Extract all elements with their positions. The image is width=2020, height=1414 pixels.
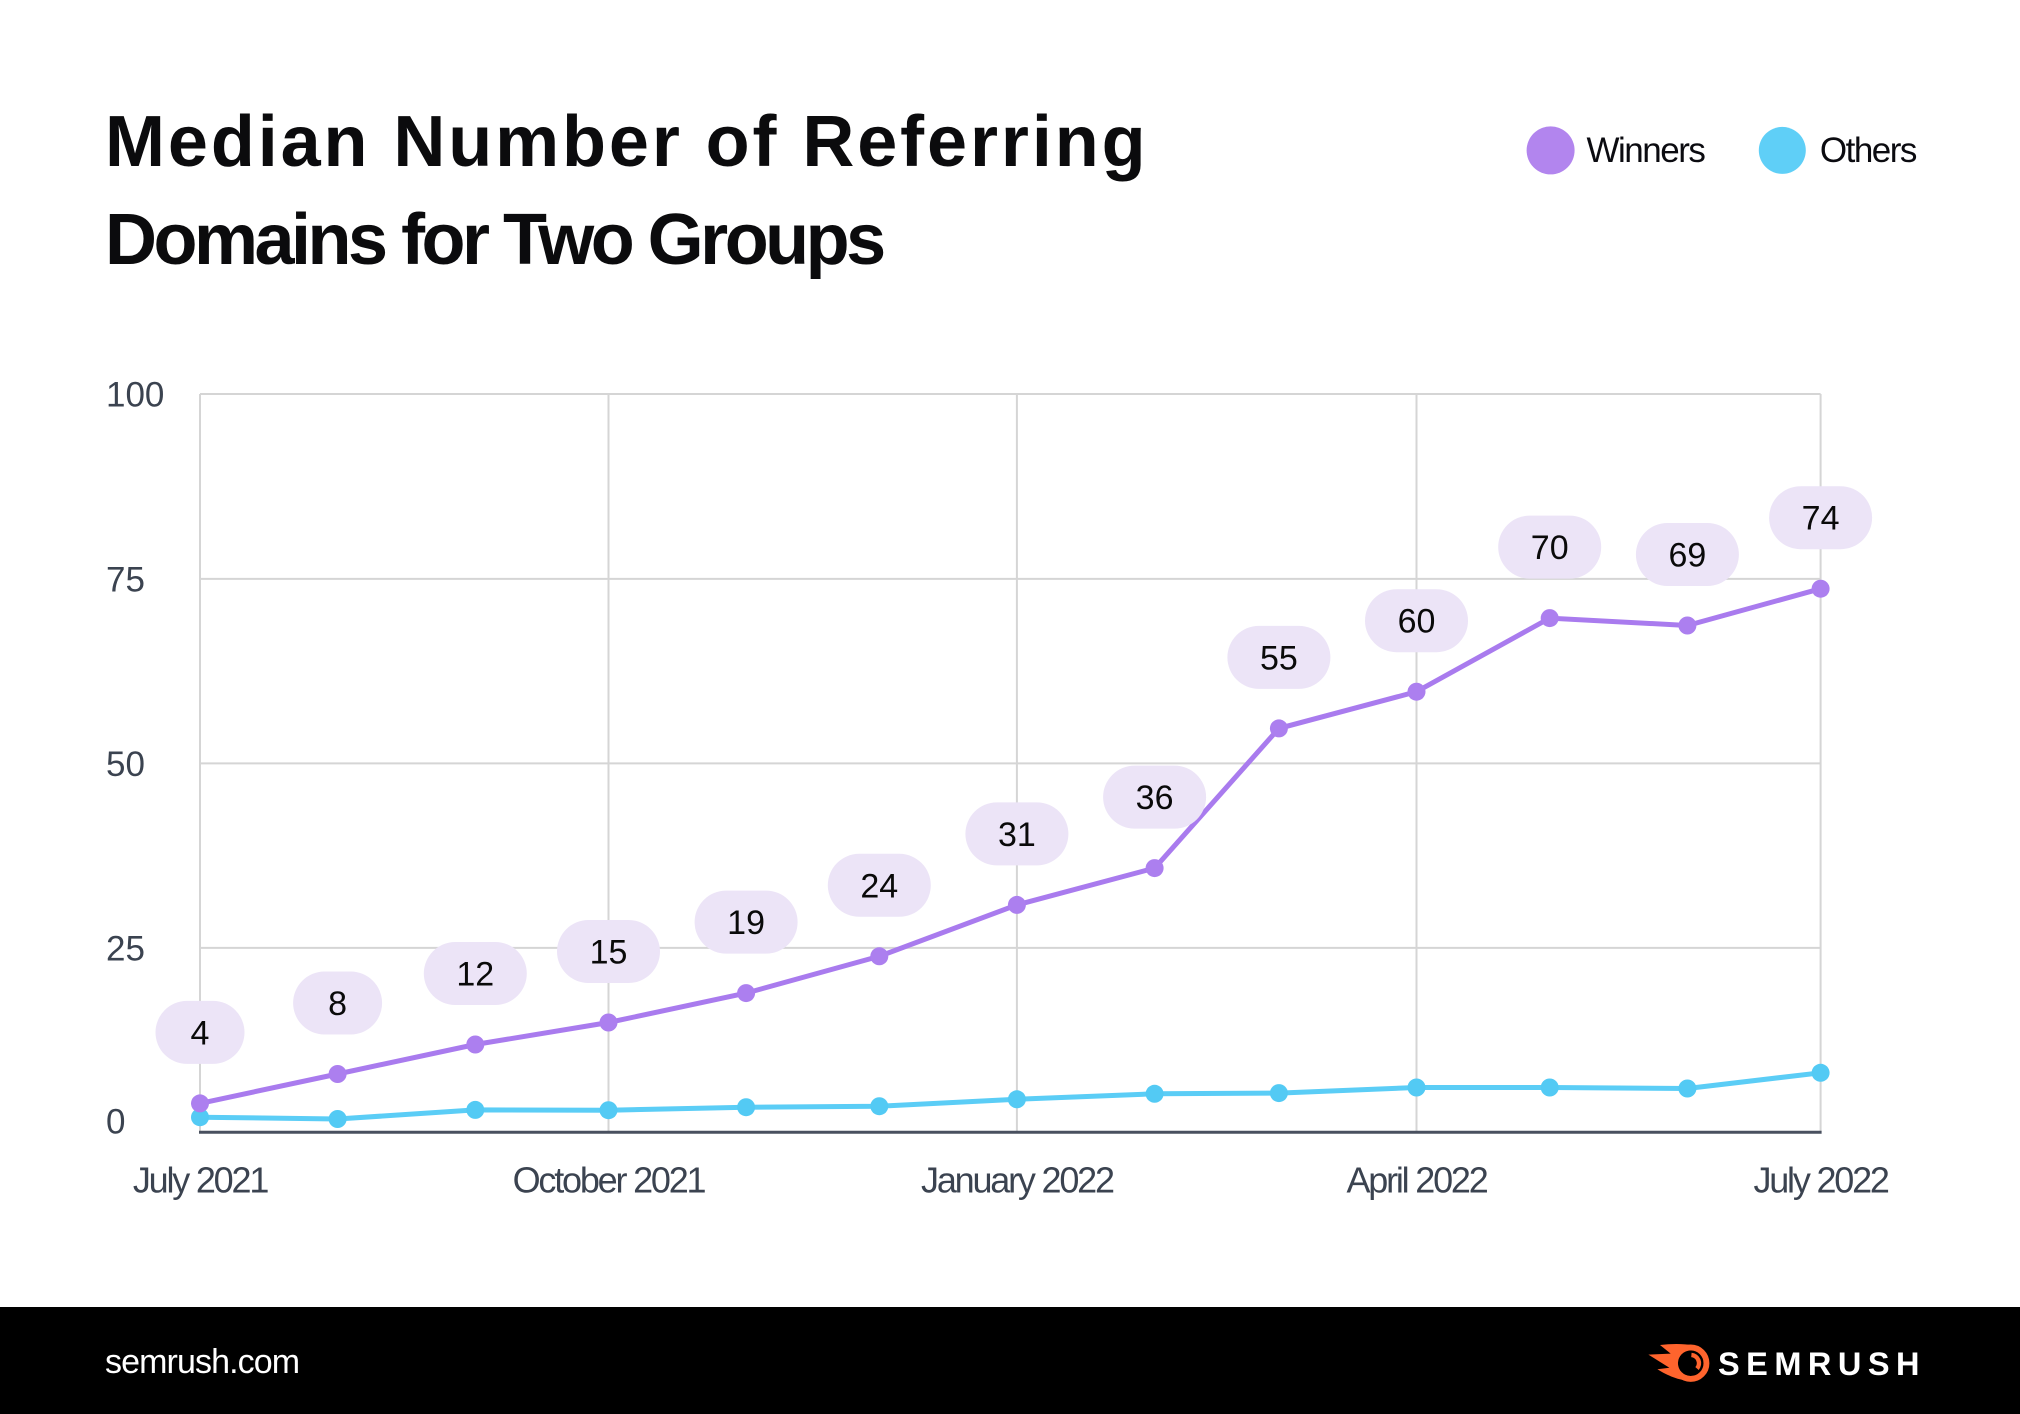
svg-text:19: 19 [727, 904, 765, 942]
svg-text:31: 31 [998, 816, 1036, 854]
svg-text:4: 4 [191, 1014, 210, 1052]
svg-text:0: 0 [106, 1103, 125, 1142]
svg-text:50: 50 [106, 745, 145, 784]
svg-text:75: 75 [106, 560, 145, 599]
svg-text:July 2022: July 2022 [1753, 1160, 1888, 1201]
svg-text:April 2022: April 2022 [1346, 1160, 1487, 1201]
svg-text:October 2021: October 2021 [513, 1160, 706, 1201]
svg-text:24: 24 [860, 867, 898, 905]
svg-text:69: 69 [1668, 537, 1706, 575]
svg-text:January 2022: January 2022 [921, 1160, 1114, 1201]
svg-text:55: 55 [1260, 639, 1298, 677]
svg-text:70: 70 [1531, 529, 1569, 567]
svg-text:15: 15 [590, 934, 628, 972]
svg-text:12: 12 [456, 956, 494, 994]
svg-text:74: 74 [1802, 500, 1840, 538]
svg-text:Others: Others [1820, 131, 1917, 170]
svg-text:25: 25 [106, 929, 145, 968]
svg-text:36: 36 [1136, 779, 1174, 817]
svg-text:SEMRUSH: SEMRUSH [1718, 1346, 1926, 1382]
svg-text:100: 100 [106, 376, 164, 415]
svg-text:July 2021: July 2021 [133, 1160, 268, 1201]
svg-text:Winners: Winners [1587, 131, 1706, 170]
svg-text:60: 60 [1398, 603, 1436, 641]
svg-text:8: 8 [328, 985, 347, 1023]
